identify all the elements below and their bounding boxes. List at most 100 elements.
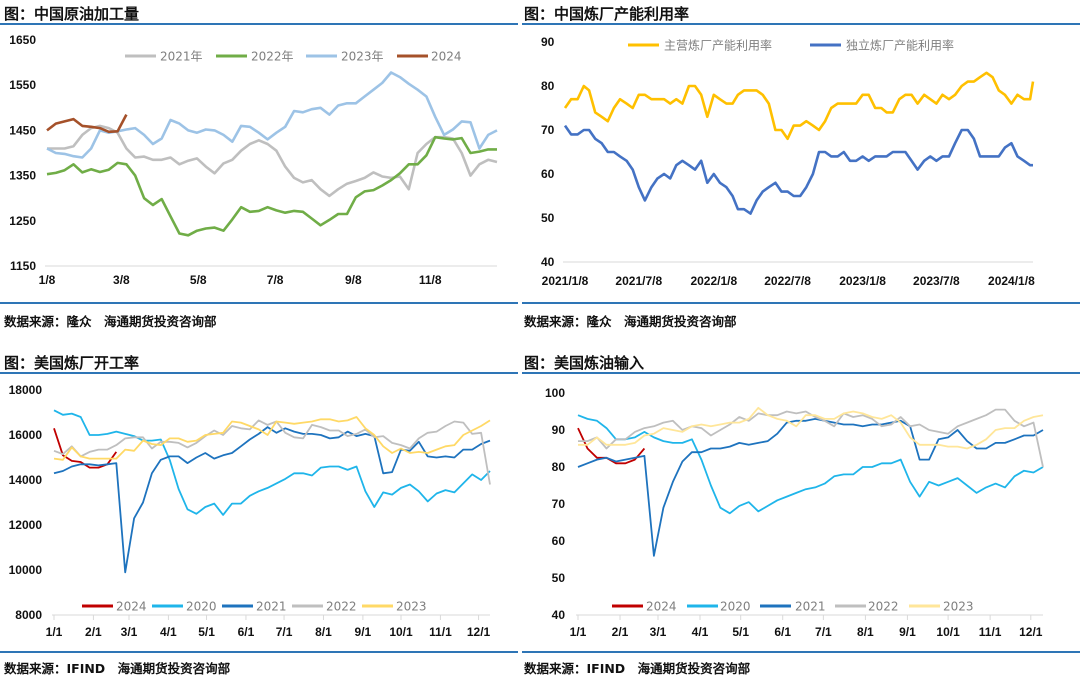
legend-label: 独立炼厂产能利用率 bbox=[846, 38, 954, 53]
source-note: 数据来源：隆众 海通期货投资咨询部 bbox=[524, 314, 737, 329]
divider bbox=[522, 651, 1080, 653]
legend-label: 2021年 bbox=[160, 50, 203, 64]
series-line-独立炼厂产能利用率 bbox=[563, 124, 1033, 215]
x-tick-label: 5/1 bbox=[732, 625, 749, 639]
x-tick-label: 5/8 bbox=[190, 273, 207, 287]
y-tick-label: 16000 bbox=[9, 428, 43, 442]
x-tick-label: 2022/1/8 bbox=[690, 274, 737, 288]
x-tick-label: 2024/1/8 bbox=[988, 274, 1035, 288]
series-line-2020 bbox=[577, 414, 1044, 515]
series-line-2024 bbox=[53, 428, 118, 469]
series-line-2022年 bbox=[46, 135, 497, 237]
y-tick-label: 90 bbox=[541, 35, 555, 49]
divider bbox=[0, 651, 518, 653]
legend-label: 2024 bbox=[646, 600, 677, 614]
chart-title-china-refinery-utilization: 图：中国炼厂产能利用率 bbox=[524, 5, 690, 23]
divider bbox=[0, 372, 518, 374]
x-tick-label: 10/1 bbox=[389, 625, 413, 639]
series-line-2023年 bbox=[46, 71, 498, 159]
x-tick-label: 9/1 bbox=[899, 625, 916, 639]
y-tick-label: 60 bbox=[541, 167, 555, 181]
divider bbox=[0, 302, 518, 304]
x-tick-label: 9/1 bbox=[355, 625, 372, 639]
y-tick-label: 50 bbox=[552, 571, 566, 585]
x-tick-label: 2022/7/8 bbox=[764, 274, 811, 288]
y-tick-label: 1250 bbox=[9, 214, 36, 228]
legend-label: 2023年 bbox=[341, 50, 384, 64]
y-tick-label: 80 bbox=[552, 460, 566, 474]
y-tick-label: 70 bbox=[552, 497, 566, 511]
x-tick-label: 8/1 bbox=[315, 625, 332, 639]
source-note: 数据来源：IFIND 海通期货投资咨询部 bbox=[4, 661, 231, 676]
x-tick-label: 2023/1/8 bbox=[839, 274, 886, 288]
x-tick-label: 7/1 bbox=[815, 625, 832, 639]
chart-title-us-refinery-input: 图：美国炼油输入 bbox=[524, 354, 645, 372]
x-tick-label: 12/1 bbox=[1019, 625, 1043, 639]
legend-label: 主营炼厂产能利用率 bbox=[664, 38, 772, 53]
x-tick-label: 2/1 bbox=[612, 625, 629, 639]
y-tick-label: 80 bbox=[541, 79, 555, 93]
legend-label: 2021 bbox=[256, 600, 287, 614]
legend-label: 2020 bbox=[186, 600, 217, 614]
legend-label: 2022 bbox=[326, 600, 357, 614]
legend-label: 2023 bbox=[396, 600, 427, 614]
y-tick-label: 1550 bbox=[9, 78, 36, 92]
x-tick-label: 4/1 bbox=[160, 625, 177, 639]
x-tick-label: 6/1 bbox=[238, 625, 255, 639]
x-tick-label: 8/1 bbox=[857, 625, 874, 639]
x-tick-label: 3/1 bbox=[650, 625, 667, 639]
y-tick-label: 12000 bbox=[9, 518, 43, 532]
series-line-2021 bbox=[577, 417, 1044, 557]
y-tick-label: 100 bbox=[545, 386, 565, 400]
legend-label: 2020 bbox=[720, 600, 751, 614]
y-tick-label: 50 bbox=[541, 211, 555, 225]
series-line-2021 bbox=[53, 426, 491, 574]
y-tick-label: 90 bbox=[552, 423, 566, 437]
series-line-2024 bbox=[46, 113, 128, 134]
x-tick-label: 7/1 bbox=[276, 625, 293, 639]
series-line-2023 bbox=[53, 416, 491, 461]
y-tick-label: 1150 bbox=[10, 259, 36, 273]
y-tick-label: 60 bbox=[552, 534, 566, 548]
y-tick-label: 40 bbox=[552, 608, 566, 622]
legend-label: 2024 bbox=[431, 50, 462, 64]
x-tick-label: 1/1 bbox=[570, 625, 587, 639]
series-line-2022 bbox=[578, 408, 1044, 468]
divider bbox=[522, 23, 1080, 25]
x-tick-label: 3/8 bbox=[113, 273, 130, 287]
series-line-2021年 bbox=[47, 124, 498, 198]
series-line-2023 bbox=[578, 406, 1044, 450]
series-line-2024 bbox=[577, 427, 646, 465]
y-tick-label: 70 bbox=[541, 123, 555, 137]
x-tick-label: 1/1 bbox=[46, 625, 63, 639]
x-tick-label: 3/1 bbox=[121, 625, 138, 639]
x-tick-label: 2021/7/8 bbox=[615, 274, 662, 288]
y-tick-label: 10000 bbox=[9, 563, 43, 577]
x-tick-label: 7/8 bbox=[267, 273, 284, 287]
x-tick-label: 1/8 bbox=[39, 273, 56, 287]
legend-label: 2021 bbox=[795, 600, 826, 614]
x-tick-label: 2023/7/8 bbox=[913, 274, 960, 288]
series-line-主营炼厂产能利用率 bbox=[563, 71, 1035, 141]
series-line-2022 bbox=[53, 419, 491, 485]
y-tick-label: 14000 bbox=[9, 473, 43, 487]
legend-label: 2023 bbox=[943, 600, 974, 614]
x-tick-label: 5/1 bbox=[198, 625, 215, 639]
y-tick-label: 1650 bbox=[9, 33, 36, 47]
source-note: 数据来源：隆众 海通期货投资咨询部 bbox=[4, 314, 217, 329]
chart-title-china-crude-runs: 图：中国原油加工量 bbox=[4, 5, 140, 23]
source-note: 数据来源：IFIND 海通期货投资咨询部 bbox=[524, 661, 751, 676]
series-line-2020 bbox=[53, 409, 491, 516]
legend-label: 2022年 bbox=[251, 50, 294, 64]
x-tick-label: 9/8 bbox=[345, 273, 362, 287]
x-tick-label: 2/1 bbox=[85, 625, 102, 639]
divider bbox=[522, 372, 1080, 374]
legend-label: 2024 bbox=[116, 600, 147, 614]
y-tick-label: 1350 bbox=[9, 169, 36, 183]
x-tick-label: 2021/1/8 bbox=[542, 274, 589, 288]
x-tick-label: 11/8 bbox=[419, 273, 442, 287]
